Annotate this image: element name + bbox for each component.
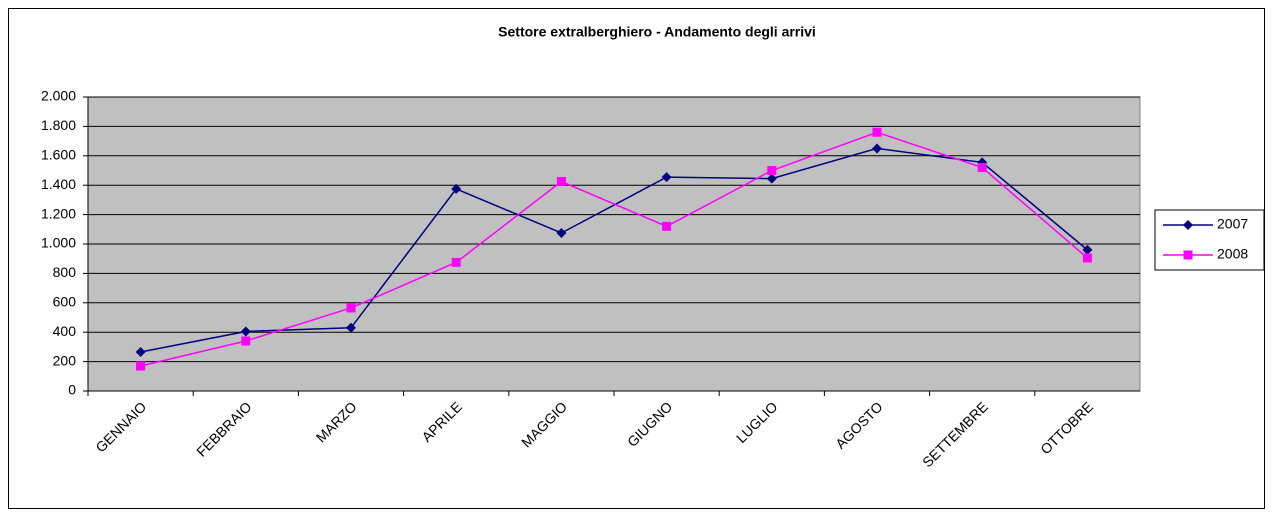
data-point [451,257,461,267]
data-point [346,322,356,333]
data-point [977,163,987,173]
data-point [556,177,566,187]
y-tick-label: 2.000 [41,88,76,104]
y-tick-label: 400 [53,323,77,339]
y-tick-label: 1.800 [41,117,76,133]
data-point [872,127,882,137]
data-point [767,166,777,175]
y-tick-label: 1.600 [41,147,76,163]
y-tick-label: 200 [53,352,77,368]
legend-label: 2007 [1217,216,1248,232]
legend-label: 2008 [1217,246,1248,262]
y-tick-label: 1.200 [41,205,76,221]
data-point [662,221,672,231]
chart-title: Settore extralberghiero - Andamento degl… [498,24,816,40]
data-point [1082,253,1092,263]
legend-marker [1183,250,1193,260]
data-point [661,172,672,183]
y-tick-label: 800 [53,264,77,280]
data-point [872,143,882,154]
data-point [766,173,777,184]
legend-marker [1183,220,1193,230]
data-point [135,347,146,358]
y-tick-label: 1.000 [41,235,76,251]
y-tick-label: 1.400 [41,176,76,192]
data-point [451,183,462,194]
data-point [1082,244,1093,255]
y-tick-label: 0 [68,382,76,398]
y-tick-label: 600 [53,294,77,310]
data-point [346,303,356,313]
data-point [241,336,251,346]
data-point [240,326,251,337]
series-line [140,147,1088,353]
data-point [556,227,567,238]
series-line [140,131,1088,367]
data-point [136,361,146,371]
legend-box [1154,209,1265,271]
